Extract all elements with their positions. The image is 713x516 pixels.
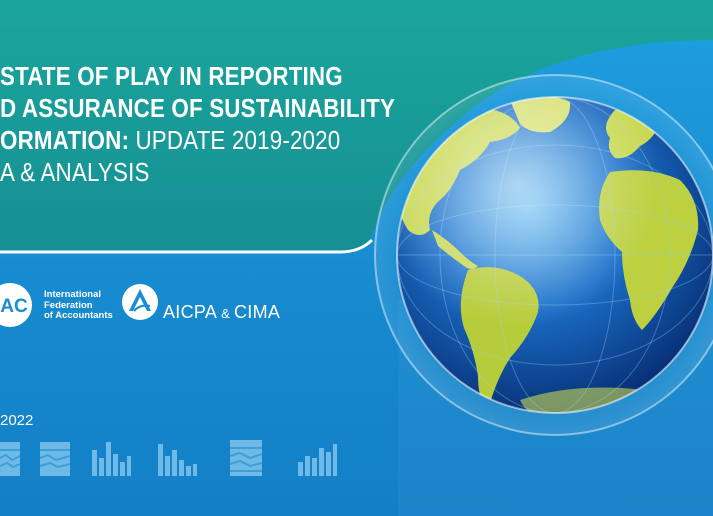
title-line-2: D ASSURANCE OF SUSTAINABILITY [0,93,396,123]
ifac-logo-letters: AC [0,296,28,317]
title-line-3-bold: ORMATION: [0,125,130,155]
chart-icons-row [0,440,337,476]
publication-year: 2022 [0,412,34,429]
aicpa-logo-text: AICPA & CIMA [163,302,280,323]
ifac-logo-text: International Federation of Accountants [44,289,113,322]
ifac-name-line-2: Federation [44,299,93,311]
line-chart-icon [229,440,263,476]
title-line-1: STATE OF PLAY IN REPORTING [0,61,343,91]
ifac-name-line-1: International [44,289,102,300]
aicpa-name: AICPA [163,302,218,322]
bar-chart-icon [158,444,197,476]
aicpa-logo-mark [122,284,158,320]
cima-name: CIMA [233,302,281,322]
ifac-name-line-3: of Accountants [44,310,113,321]
aicpa-ampersand: & [217,306,234,321]
bar-chart-icon [92,442,131,476]
line-chart-icon [39,442,71,476]
report-title: STATE OF PLAY IN REPORTING D ASSURANCE O… [0,60,396,188]
title-line-3-normal: UPDATE 2019-2020 [129,125,341,155]
ifac-logo-mark: AC [0,283,32,327]
globe-illustration [396,96,713,414]
bar-chart-icon [298,444,337,476]
line-chart-icon [0,442,21,476]
title-line-4: A & ANALYSIS [0,157,150,187]
